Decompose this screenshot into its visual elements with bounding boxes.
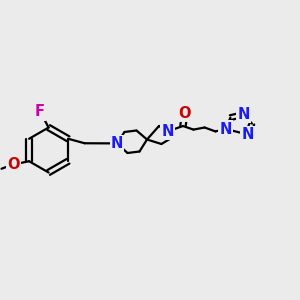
Text: O: O bbox=[178, 106, 191, 121]
Text: N: N bbox=[237, 107, 250, 122]
Text: F: F bbox=[34, 104, 45, 119]
Text: N: N bbox=[111, 136, 123, 151]
Text: O: O bbox=[7, 157, 20, 172]
Text: N: N bbox=[161, 124, 174, 139]
Text: N: N bbox=[219, 122, 232, 136]
Text: N: N bbox=[241, 127, 254, 142]
